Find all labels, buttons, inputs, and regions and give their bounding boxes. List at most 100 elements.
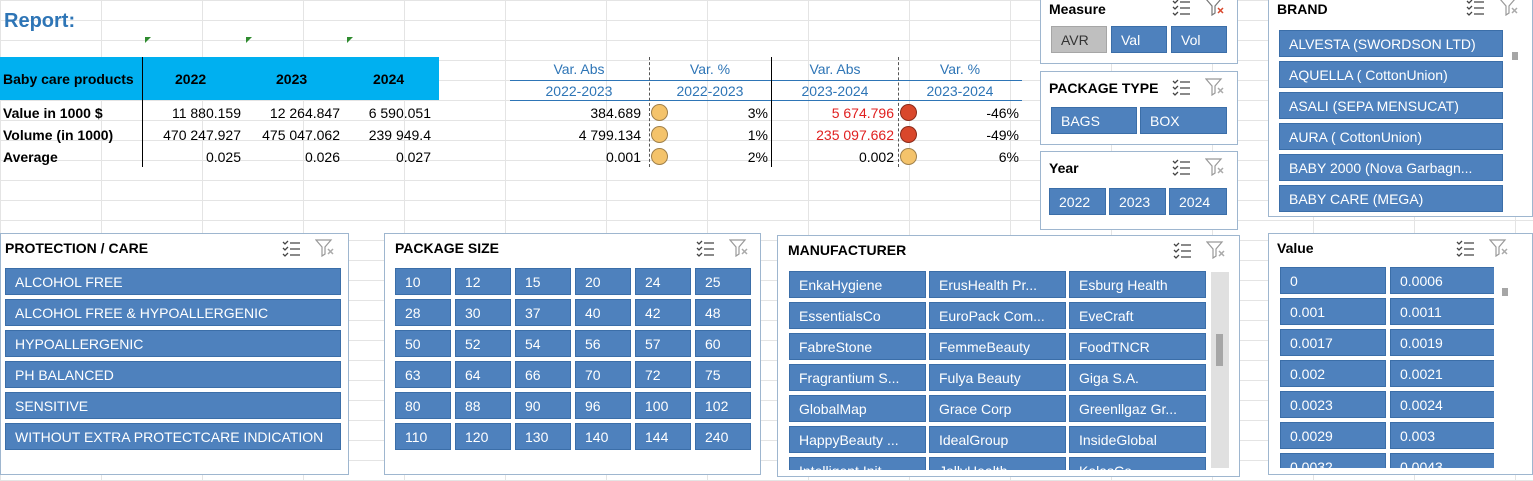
package-size-item[interactable]: 40 xyxy=(575,299,631,326)
value-item[interactable]: 0.0011 xyxy=(1390,298,1494,325)
package-type-bags-button[interactable]: BAGS xyxy=(1051,107,1137,134)
manufacturer-item[interactable]: FoodTNCR xyxy=(1069,333,1206,360)
multi-select-icon[interactable] xyxy=(1455,239,1475,257)
scroll-thumb[interactable] xyxy=(1512,52,1518,60)
value-item[interactable]: 0.0021 xyxy=(1390,360,1494,387)
protection-item[interactable]: HYPOALLERGENIC xyxy=(5,330,341,357)
clear-filter-icon[interactable] xyxy=(315,239,335,257)
package-size-item[interactable]: 63 xyxy=(395,361,451,388)
package-size-item[interactable]: 75 xyxy=(695,361,751,388)
multi-select-icon[interactable] xyxy=(1172,241,1192,259)
package-size-item[interactable]: 15 xyxy=(515,268,571,295)
package-size-item[interactable]: 80 xyxy=(395,392,451,419)
package-size-item[interactable]: 52 xyxy=(455,330,511,357)
multi-select-icon[interactable] xyxy=(1465,0,1485,16)
protection-item[interactable]: ALCOHOL FREE & HYPOALLERGENIC xyxy=(5,299,341,326)
value-item[interactable]: 0.0006 xyxy=(1390,267,1494,294)
value-item[interactable]: 0.002 xyxy=(1280,360,1386,387)
year-2024-button[interactable]: 2024 xyxy=(1169,188,1227,215)
manufacturer-item[interactable]: HappyBeauty ... xyxy=(789,426,926,453)
package-size-item[interactable]: 100 xyxy=(635,392,691,419)
package-size-item[interactable]: 240 xyxy=(695,423,751,450)
clear-filter-icon[interactable] xyxy=(1205,78,1225,96)
value-item[interactable]: 0.0032 xyxy=(1280,453,1386,468)
value-item[interactable]: 0.0029 xyxy=(1280,422,1386,449)
manufacturer-item[interactable]: Fulya Beauty xyxy=(929,364,1066,391)
value-item[interactable]: 0.0023 xyxy=(1280,391,1386,418)
protection-item[interactable]: SENSITIVE xyxy=(5,392,341,419)
manufacturer-item[interactable]: Grace Corp xyxy=(929,395,1066,422)
package-size-item[interactable]: 10 xyxy=(395,268,451,295)
manufacturer-item[interactable]: EnkaHygiene xyxy=(789,271,926,298)
manufacturer-item[interactable]: FemmeBeauty xyxy=(929,333,1066,360)
package-type-box-button[interactable]: BOX xyxy=(1140,107,1227,134)
package-size-item[interactable]: 144 xyxy=(635,423,691,450)
manufacturer-item[interactable]: KalasCo xyxy=(1069,457,1206,470)
clear-filter-icon[interactable] xyxy=(1489,239,1509,257)
package-size-item[interactable]: 66 xyxy=(515,361,571,388)
multi-select-icon[interactable] xyxy=(1171,158,1191,176)
measure-avr-button[interactable]: AVR xyxy=(1051,26,1107,53)
package-size-item[interactable]: 70 xyxy=(575,361,631,388)
year-2023-button[interactable]: 2023 xyxy=(1109,188,1166,215)
package-size-item[interactable]: 30 xyxy=(455,299,511,326)
package-size-item[interactable]: 50 xyxy=(395,330,451,357)
package-size-item[interactable]: 37 xyxy=(515,299,571,326)
brand-item[interactable]: BABY CARE (MEGA) xyxy=(1279,185,1503,212)
manufacturer-item[interactable]: EveCraft xyxy=(1069,302,1206,329)
measure-val-button[interactable]: Val xyxy=(1111,26,1167,53)
manufacturer-item[interactable]: Fragrantium S... xyxy=(789,364,926,391)
multi-select-icon[interactable] xyxy=(281,239,301,257)
brand-item[interactable]: ALVESTA (SWORDSON LTD) xyxy=(1279,30,1503,57)
package-size-item[interactable]: 56 xyxy=(575,330,631,357)
multi-select-icon[interactable] xyxy=(1171,78,1191,96)
manufacturer-item[interactable]: Intelligent Init... xyxy=(789,457,926,470)
manufacturer-item[interactable]: GlobalMap xyxy=(789,395,926,422)
value-item[interactable]: 0.0043 xyxy=(1390,453,1494,468)
brand-item[interactable]: BABY 2000 (Nova Garbagn... xyxy=(1279,154,1503,181)
manufacturer-scrollbar[interactable] xyxy=(1211,272,1229,468)
clear-filter-icon[interactable] xyxy=(1205,158,1225,176)
manufacturer-item[interactable]: ErusHealth Pr... xyxy=(929,271,1066,298)
manufacturer-item[interactable]: EssentialsCo xyxy=(789,302,926,329)
package-size-item[interactable]: 57 xyxy=(635,330,691,357)
brand-item[interactable]: AURA ( CottonUnion) xyxy=(1279,123,1503,150)
brand-item[interactable]: AQUELLA ( CottonUnion) xyxy=(1279,61,1503,88)
measure-vol-button[interactable]: Vol xyxy=(1171,26,1227,53)
value-item[interactable]: 0.003 xyxy=(1390,422,1494,449)
package-size-item[interactable]: 110 xyxy=(395,423,451,450)
clear-filter-icon[interactable] xyxy=(729,239,749,257)
value-item[interactable]: 0 xyxy=(1280,267,1386,294)
manufacturer-item[interactable]: Esburg Health xyxy=(1069,271,1206,298)
manufacturer-item[interactable]: FabreStone xyxy=(789,333,926,360)
manufacturer-item[interactable]: InsideGlobal xyxy=(1069,426,1206,453)
manufacturer-item[interactable]: IdealGroup xyxy=(929,426,1066,453)
clear-filter-icon[interactable] xyxy=(1205,0,1225,16)
package-size-item[interactable]: 130 xyxy=(515,423,571,450)
clear-filter-icon[interactable] xyxy=(1206,241,1226,259)
package-size-item[interactable]: 120 xyxy=(455,423,511,450)
clear-filter-icon[interactable] xyxy=(1499,0,1519,16)
package-size-item[interactable]: 96 xyxy=(575,392,631,419)
manufacturer-item[interactable]: Greenllgaz Gr... xyxy=(1069,395,1206,422)
package-size-item[interactable]: 20 xyxy=(575,268,631,295)
package-size-item[interactable]: 42 xyxy=(635,299,691,326)
value-scrollbar[interactable] xyxy=(1499,268,1511,466)
manufacturer-item[interactable]: EuroPack Com... xyxy=(929,302,1066,329)
package-size-item[interactable]: 25 xyxy=(695,268,751,295)
year-2022-button[interactable]: 2022 xyxy=(1049,188,1106,215)
value-item[interactable]: 0.0024 xyxy=(1390,391,1494,418)
package-size-item[interactable]: 54 xyxy=(515,330,571,357)
package-size-item[interactable]: 102 xyxy=(695,392,751,419)
package-size-item[interactable]: 48 xyxy=(695,299,751,326)
package-size-item[interactable]: 28 xyxy=(395,299,451,326)
package-size-item[interactable]: 64 xyxy=(455,361,511,388)
package-size-item[interactable]: 72 xyxy=(635,361,691,388)
package-size-item[interactable]: 12 xyxy=(455,268,511,295)
protection-item[interactable]: WITHOUT EXTRA PROTECTCARE INDICATION xyxy=(5,423,341,450)
package-size-item[interactable]: 140 xyxy=(575,423,631,450)
package-size-item[interactable]: 90 xyxy=(515,392,571,419)
protection-item[interactable]: PH BALANCED xyxy=(5,361,341,388)
multi-select-icon[interactable] xyxy=(695,239,715,257)
package-size-item[interactable]: 88 xyxy=(455,392,511,419)
